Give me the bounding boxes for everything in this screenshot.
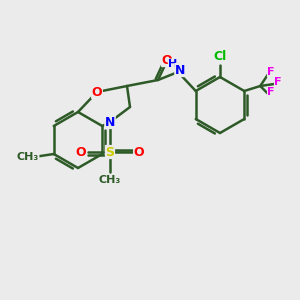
Text: N: N <box>175 64 185 76</box>
Text: O: O <box>134 146 144 158</box>
Text: H: H <box>168 59 178 69</box>
Text: O: O <box>162 53 172 67</box>
Text: F: F <box>268 87 275 97</box>
Text: O: O <box>76 146 86 158</box>
Text: F: F <box>268 67 275 77</box>
Text: F: F <box>274 77 282 87</box>
Text: S: S <box>106 146 115 158</box>
Text: Cl: Cl <box>213 50 226 64</box>
Text: CH₃: CH₃ <box>16 152 39 162</box>
Text: O: O <box>92 85 102 98</box>
Text: N: N <box>105 116 115 128</box>
Text: CH₃: CH₃ <box>99 175 121 185</box>
